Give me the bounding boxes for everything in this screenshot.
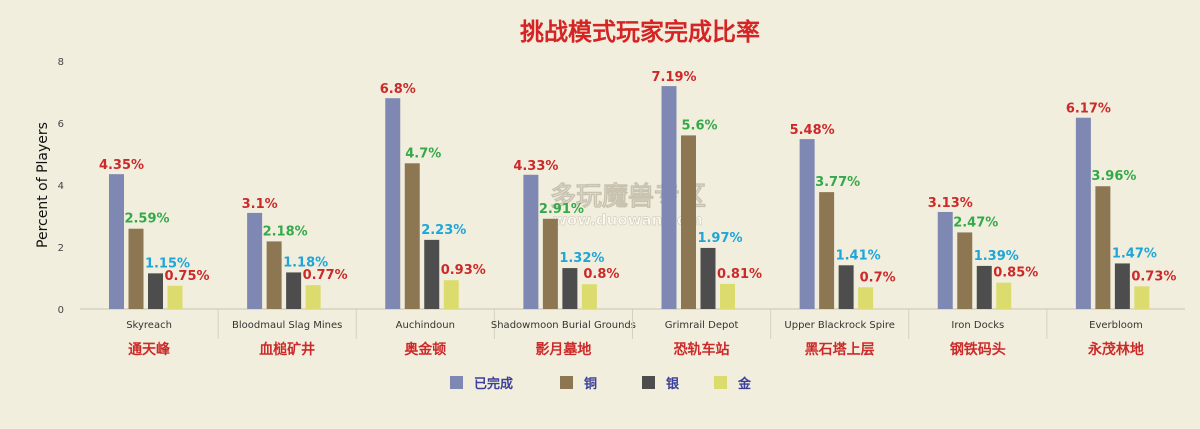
bar bbox=[305, 285, 321, 309]
data-label: 4.35% bbox=[99, 158, 144, 173]
data-label: 3.77% bbox=[815, 175, 860, 190]
y-tick-label: 4 bbox=[58, 181, 64, 192]
legend-label: 已完成 bbox=[474, 376, 513, 392]
legend-label: 金 bbox=[737, 376, 752, 392]
bar bbox=[542, 218, 558, 309]
data-label: 4.33% bbox=[513, 159, 558, 174]
x-tick-label-cn: 奥金顿 bbox=[404, 341, 446, 358]
data-label: 0.85% bbox=[993, 266, 1038, 281]
y-tick-label: 0 bbox=[58, 305, 64, 316]
y-tick-label: 2 bbox=[58, 243, 64, 254]
data-label: 0.75% bbox=[164, 269, 209, 284]
bar bbox=[404, 163, 420, 309]
x-tick-label-cn: 通天峰 bbox=[128, 341, 171, 358]
data-label: 0.93% bbox=[441, 263, 486, 278]
bar bbox=[700, 247, 716, 309]
bar bbox=[720, 283, 735, 309]
bar bbox=[581, 284, 597, 309]
data-label: 1.32% bbox=[559, 251, 604, 266]
bar bbox=[562, 268, 578, 309]
legend-swatch bbox=[450, 376, 463, 389]
x-tick-label-cn: 影月墓地 bbox=[535, 341, 591, 358]
bar bbox=[858, 287, 874, 309]
data-label: 0.77% bbox=[303, 268, 348, 283]
bar bbox=[286, 272, 302, 309]
data-label: 2.23% bbox=[421, 223, 466, 238]
data-label: 1.41% bbox=[836, 248, 881, 263]
bar bbox=[1075, 117, 1091, 309]
data-label: 0.8% bbox=[583, 267, 619, 282]
data-label: 6.17% bbox=[1066, 102, 1111, 117]
data-label: 4.7% bbox=[405, 146, 441, 161]
y-tick-label: 8 bbox=[58, 57, 64, 68]
bar bbox=[266, 241, 282, 309]
x-tick-label: Shadowmoon Burial Grounds bbox=[491, 320, 636, 331]
data-label: 0.7% bbox=[860, 270, 896, 285]
x-tick-label-cn: 恐轨车站 bbox=[674, 341, 730, 358]
bar bbox=[681, 135, 696, 309]
bar bbox=[838, 265, 854, 309]
bar bbox=[1134, 286, 1150, 309]
legend-label: 铜 bbox=[583, 376, 597, 392]
data-label: 1.18% bbox=[283, 255, 328, 270]
data-label: 5.6% bbox=[681, 118, 717, 133]
bar bbox=[1114, 263, 1130, 309]
bar bbox=[385, 98, 401, 309]
bar bbox=[799, 139, 815, 309]
legend-swatch bbox=[560, 376, 573, 389]
x-tick-label-cn: 钢铁码头 bbox=[950, 341, 1006, 358]
x-tick-label: Bloodmaul Slag Mines bbox=[232, 320, 342, 331]
data-label: 2.18% bbox=[263, 224, 308, 239]
data-label: 1.47% bbox=[1112, 246, 1157, 261]
bar bbox=[661, 86, 677, 309]
data-label: 2.59% bbox=[124, 212, 169, 227]
watermark-title: 多玩魔兽专区 bbox=[550, 181, 706, 212]
data-label: 3.13% bbox=[928, 196, 973, 211]
bar bbox=[976, 265, 992, 309]
bar bbox=[937, 211, 953, 309]
x-tick-label: Skyreach bbox=[126, 320, 172, 331]
bar bbox=[247, 212, 263, 309]
x-tick-label: Auchindoun bbox=[396, 320, 455, 331]
bar bbox=[109, 174, 124, 309]
x-tick-label-cn: 永茂林地 bbox=[1087, 341, 1144, 358]
x-tick-label-cn: 血槌矿井 bbox=[259, 341, 315, 358]
legend-label: 银 bbox=[666, 376, 680, 392]
bar bbox=[128, 228, 144, 309]
y-axis-label: Percent of Players bbox=[35, 122, 51, 248]
data-label: 0.73% bbox=[1131, 269, 1176, 284]
data-label: 1.39% bbox=[974, 249, 1019, 264]
x-tick-label: Everbloom bbox=[1089, 320, 1143, 331]
bar bbox=[819, 192, 835, 309]
bar bbox=[1095, 186, 1111, 309]
bar bbox=[957, 232, 973, 309]
data-label: 3.1% bbox=[242, 197, 278, 212]
data-label: 7.19% bbox=[651, 70, 696, 85]
bar bbox=[167, 285, 183, 309]
y-tick-label: 6 bbox=[58, 119, 64, 130]
x-tick-label: Upper Blackrock Spire bbox=[784, 320, 895, 331]
data-label: 6.8% bbox=[380, 82, 416, 97]
bar bbox=[443, 280, 459, 309]
data-label: 0.81% bbox=[717, 267, 762, 282]
legend-swatch bbox=[714, 376, 727, 389]
data-label: 2.91% bbox=[539, 202, 584, 217]
bar bbox=[424, 239, 440, 309]
data-label: 1.15% bbox=[145, 256, 190, 271]
data-label: 5.48% bbox=[790, 123, 835, 138]
data-label: 2.47% bbox=[953, 215, 998, 230]
legend-swatch bbox=[642, 376, 655, 389]
data-label: 1.97% bbox=[697, 231, 742, 246]
x-tick-label: Grimrail Depot bbox=[665, 320, 739, 331]
x-tick-label: Iron Docks bbox=[951, 320, 1004, 331]
bar bbox=[148, 273, 163, 309]
x-tick-label-cn: 黑石塔上层 bbox=[805, 341, 875, 358]
bar bbox=[523, 174, 539, 309]
chart-title: 挑战模式玩家完成比率 bbox=[520, 18, 760, 46]
data-label: 3.96% bbox=[1091, 169, 1136, 184]
bar bbox=[996, 282, 1012, 309]
